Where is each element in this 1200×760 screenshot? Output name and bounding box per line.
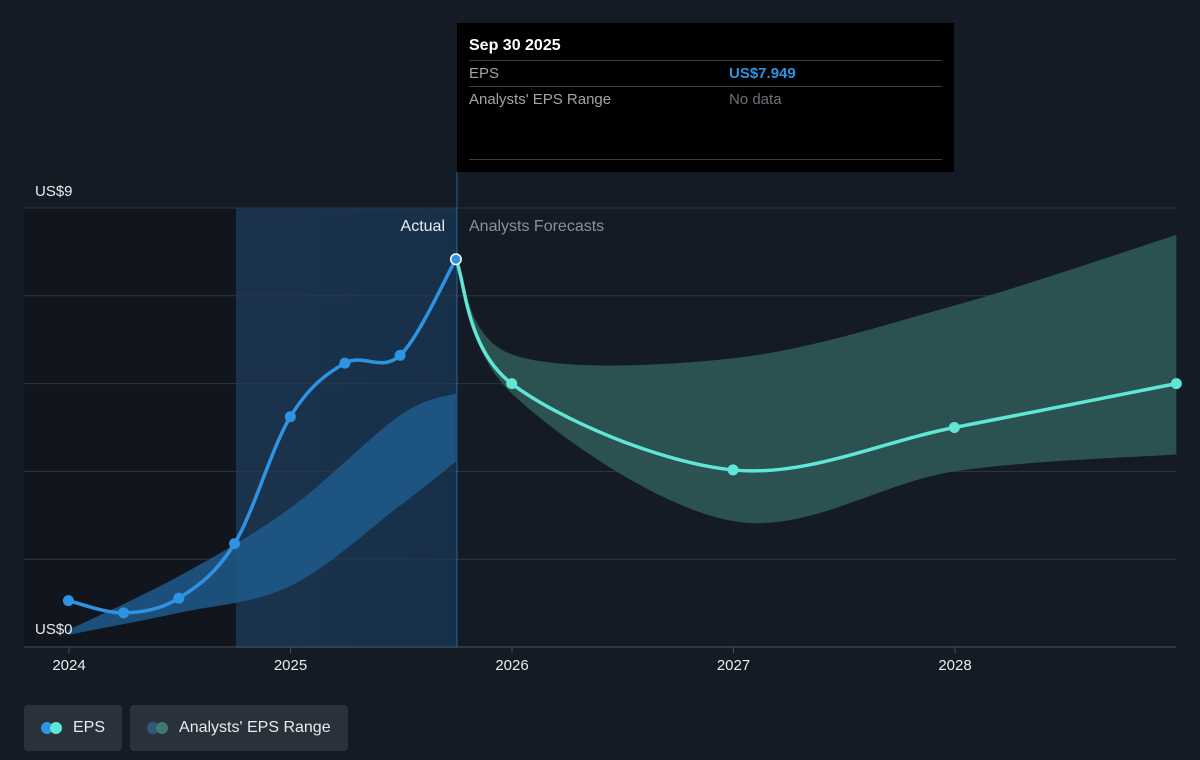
actual-range-band — [68, 393, 456, 635]
range-bands — [68, 234, 1177, 635]
x-tick-label: 2026 — [495, 657, 528, 674]
tooltip-row-eps: EPS US$7.949 — [469, 60, 942, 86]
data-point — [62, 595, 74, 607]
data-point — [727, 464, 739, 476]
data-point — [1170, 378, 1182, 390]
tooltip: Sep 30 2025 EPS US$7.949 Analysts' EPS R… — [457, 23, 954, 172]
eps-legend-icon — [41, 722, 65, 734]
eps-points — [62, 253, 1182, 619]
data-point — [284, 411, 296, 423]
tooltip-eps-value: US$7.949 — [729, 65, 796, 82]
legend-label-range: Analysts' EPS Range — [179, 719, 331, 736]
data-point — [173, 592, 185, 604]
data-point — [394, 349, 406, 361]
forecast-eps-line — [454, 257, 1179, 473]
legend-item-eps[interactable]: EPS — [24, 705, 123, 751]
x-axis-ticks: 2024 2025 2026 2027 2028 — [52, 647, 972, 674]
legend-item-range[interactable]: Analysts' EPS Range — [130, 705, 348, 751]
legend-dot-icon — [156, 722, 169, 734]
data-point — [948, 422, 960, 433]
legend: EPS Analysts' EPS Range — [24, 705, 348, 751]
forecast-label: Analysts Forecasts — [469, 218, 604, 235]
tooltip-row-range: Analysts' EPS Range No data — [469, 86, 942, 112]
actual-label: Actual — [401, 218, 445, 235]
tooltip-eps-label: EPS — [469, 65, 500, 82]
forecast-range-band — [455, 234, 1177, 524]
legend-dot-icon — [50, 722, 62, 734]
y-tick-min: US$0 — [35, 621, 73, 638]
data-point — [118, 607, 130, 619]
y-tick-max: US$9 — [35, 183, 73, 200]
legend-label-eps: EPS — [73, 719, 106, 736]
data-point — [229, 538, 241, 550]
data-point — [339, 357, 351, 369]
x-tick-label: 2027 — [717, 657, 750, 674]
tooltip-range-label: Analysts' EPS Range — [469, 91, 612, 108]
tooltip-range-value: No data — [729, 91, 782, 108]
data-point — [506, 378, 518, 390]
range-legend-icon — [147, 722, 171, 734]
highlight-point — [451, 254, 461, 264]
tooltip-date: Sep 30 2025 — [469, 37, 561, 54]
tooltip-divider — [469, 159, 942, 160]
x-tick-label: 2024 — [52, 657, 85, 674]
x-tick-label: 2025 — [274, 657, 307, 674]
x-tick-label: 2028 — [938, 657, 971, 674]
